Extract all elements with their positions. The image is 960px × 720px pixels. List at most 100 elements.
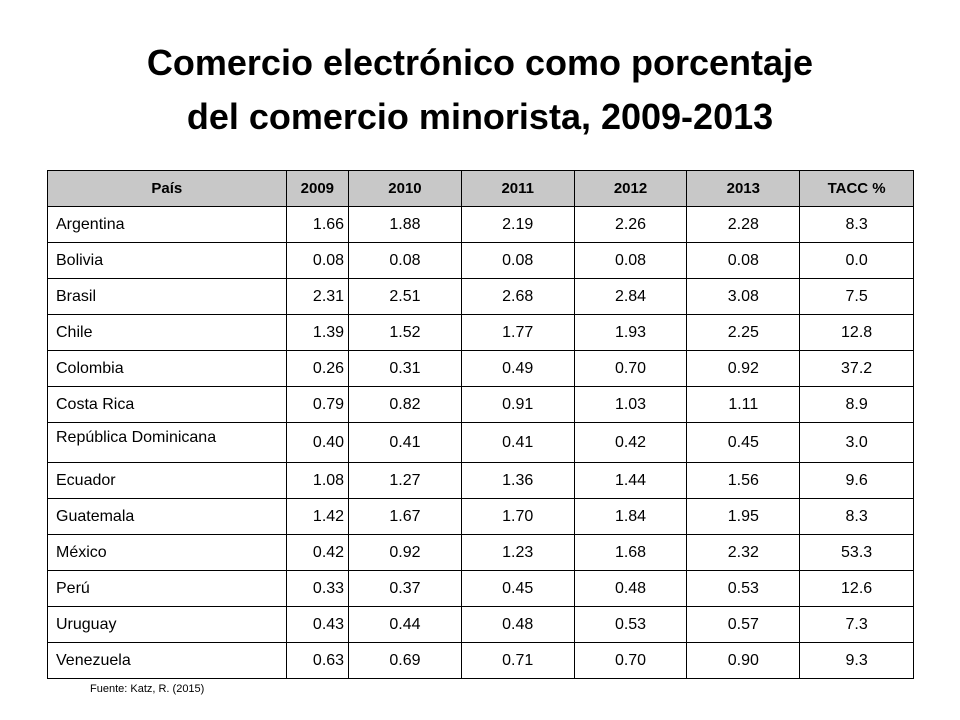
- cell-value: 1.70: [460, 498, 575, 535]
- source-note: Fuente: Katz, R. (2015): [90, 683, 205, 695]
- header-2012: 2012: [573, 170, 688, 207]
- cell-value: 0.92: [348, 534, 462, 571]
- table-row: Chile 1.39 1.52 1.77 1.93 2.25 12.8: [47, 314, 914, 351]
- cell-value: 0.08: [460, 242, 575, 279]
- cell-value: 2.28: [686, 206, 801, 243]
- cell-value: 0.08: [285, 242, 350, 279]
- cell-value: 0.82: [348, 386, 462, 423]
- cell-value: 0.41: [460, 422, 575, 463]
- cell-value: 0.69: [348, 642, 462, 679]
- cell-value: 1.77: [460, 314, 575, 351]
- cell-value: 1.39: [285, 314, 350, 351]
- cell-tacc: 3.0: [799, 422, 914, 463]
- cell-value: 0.26: [285, 350, 350, 387]
- cell-value: 0.92: [686, 350, 801, 387]
- cell-tacc: 37.2: [799, 350, 914, 387]
- cell-value: 1.68: [573, 534, 688, 571]
- cell-value: 0.41: [348, 422, 462, 463]
- cell-value: 0.33: [285, 570, 350, 607]
- cell-value: 0.44: [348, 606, 462, 643]
- cell-country: Argentina: [47, 206, 287, 243]
- cell-value: 1.67: [348, 498, 462, 535]
- table-row: Argentina 1.66 1.88 2.19 2.26 2.28 8.3: [47, 206, 914, 243]
- cell-value: 2.84: [573, 278, 688, 315]
- header-2010: 2010: [348, 170, 462, 207]
- cell-value: 2.32: [686, 534, 801, 571]
- cell-value: 0.71: [460, 642, 575, 679]
- cell-value: 1.56: [686, 462, 801, 499]
- cell-tacc: 12.8: [799, 314, 914, 351]
- table-row: Brasil 2.31 2.51 2.68 2.84 3.08 7.5: [47, 278, 914, 315]
- header-2013: 2013: [686, 170, 801, 207]
- title-line-1: Comercio electrónico como porcentaje: [146, 42, 814, 83]
- cell-value: 1.88: [348, 206, 462, 243]
- table-row: Bolivia 0.08 0.08 0.08 0.08 0.08 0.0: [47, 242, 914, 279]
- cell-value: 2.51: [348, 278, 462, 315]
- cell-country: República Dominicana: [47, 422, 287, 463]
- cell-value: 0.53: [573, 606, 688, 643]
- cell-tacc: 7.3: [799, 606, 914, 643]
- cell-country: Costa Rica: [47, 386, 287, 423]
- cell-value: 1.03: [573, 386, 688, 423]
- cell-value: 2.26: [573, 206, 688, 243]
- cell-value: 1.23: [460, 534, 575, 571]
- table-row: República Dominicana 0.40 0.41 0.41 0.42 0.45…: [47, 422, 914, 463]
- cell-tacc: 8.3: [799, 498, 914, 535]
- cell-country: Bolivia: [47, 242, 287, 279]
- cell-tacc: 9.3: [799, 642, 914, 679]
- header-country: País: [47, 170, 287, 207]
- cell-tacc: 12.6: [799, 570, 914, 607]
- cell-country: Venezuela: [47, 642, 287, 679]
- cell-value: 0.37: [348, 570, 462, 607]
- table-header-row: País 2009 2010 2011 2012 2013 TACC %: [47, 170, 914, 207]
- cell-country: Perú: [47, 570, 287, 607]
- cell-value: 1.27: [348, 462, 462, 499]
- cell-tacc: 53.3: [799, 534, 914, 571]
- cell-value: 0.90: [686, 642, 801, 679]
- cell-value: 0.48: [460, 606, 575, 643]
- cell-tacc: 8.3: [799, 206, 914, 243]
- table-row: Costa Rica 0.79 0.82 0.91 1.03 1.11 8.9: [47, 386, 914, 423]
- cell-value: 2.19: [460, 206, 575, 243]
- cell-tacc: 8.9: [799, 386, 914, 423]
- cell-value: 1.11: [686, 386, 801, 423]
- table-row: Colombia 0.26 0.31 0.49 0.70 0.92 37.2: [47, 350, 914, 387]
- cell-value: 0.45: [686, 422, 801, 463]
- cell-country: Brasil: [47, 278, 287, 315]
- header-2011: 2011: [460, 170, 575, 207]
- cell-value: 2.68: [460, 278, 575, 315]
- table-row: Perú 0.33 0.37 0.45 0.48 0.53 12.6: [47, 570, 914, 607]
- cell-value: 0.48: [573, 570, 688, 607]
- cell-value: 0.53: [686, 570, 801, 607]
- cell-value: 0.08: [573, 242, 688, 279]
- cell-value: 0.79: [285, 386, 350, 423]
- cell-value: 1.52: [348, 314, 462, 351]
- cell-value: 1.44: [573, 462, 688, 499]
- cell-value: 2.31: [285, 278, 350, 315]
- cell-country: México: [47, 534, 287, 571]
- cell-value: 1.95: [686, 498, 801, 535]
- cell-value: 0.08: [348, 242, 462, 279]
- cell-country: Guatemala: [47, 498, 287, 535]
- title-line-2: del comercio minorista, 2009-2013: [186, 96, 774, 137]
- cell-value: 1.36: [460, 462, 575, 499]
- cell-value: 0.43: [285, 606, 350, 643]
- table-row: México 0.42 0.92 1.23 1.68 2.32 53.3: [47, 534, 914, 571]
- table-row: Venezuela 0.63 0.69 0.71 0.70 0.90 9.3: [47, 642, 914, 679]
- cell-value: 1.66: [285, 206, 350, 243]
- table-row: Ecuador 1.08 1.27 1.36 1.44 1.56 9.6: [47, 462, 914, 499]
- header-tacc: TACC %: [799, 170, 914, 207]
- cell-country: Ecuador: [47, 462, 287, 499]
- cell-country: Colombia: [47, 350, 287, 387]
- cell-value: 0.40: [285, 422, 350, 463]
- cell-value: 2.25: [686, 314, 801, 351]
- cell-country: Uruguay: [47, 606, 287, 643]
- table-row: Uruguay 0.43 0.44 0.48 0.53 0.57 7.3: [47, 606, 914, 643]
- cell-tacc: 7.5: [799, 278, 914, 315]
- cell-value: 0.57: [686, 606, 801, 643]
- table-row: Guatemala 1.42 1.67 1.70 1.84 1.95 8.3: [47, 498, 914, 535]
- cell-value: 1.93: [573, 314, 688, 351]
- cell-country: Chile: [47, 314, 287, 351]
- cell-value: 0.49: [460, 350, 575, 387]
- cell-value: 0.45: [460, 570, 575, 607]
